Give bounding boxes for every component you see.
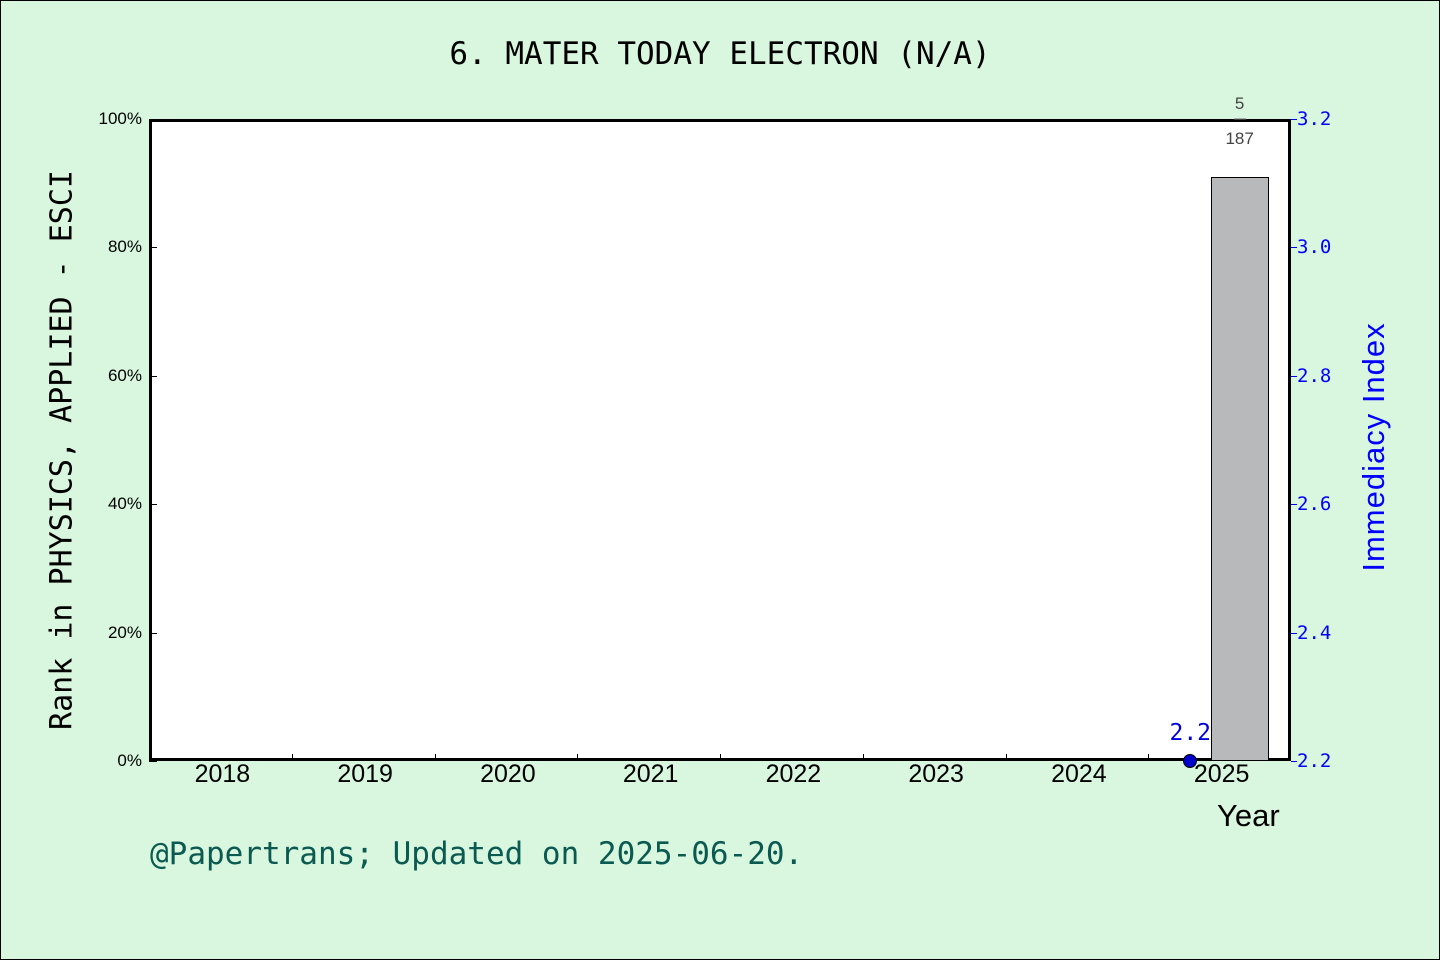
right-y-tick-mark [1291,119,1297,120]
rank-annotation: 5 --- 187 [1225,94,1254,148]
left-y-tick-label: 100% [98,109,142,128]
footer-credit: @Papertrans; Updated on 2025-06-20. [150,836,804,872]
rank-bar [1210,176,1269,761]
left-y-tick-label: 60% [107,365,142,385]
right-y-tick-mark [1291,247,1297,249]
left-y-tick-mark [149,375,157,377]
x-tick-label: 2021 [622,760,679,788]
chart-title: 6. MATER TODAY ELECTRON (N/A) [449,36,991,72]
left-y-tick-label: 0% [117,751,142,770]
right-y-tick-mark [1291,761,1297,762]
x-tick-mark [720,754,721,761]
left-y-tick-label: 40% [107,494,142,514]
x-tick-mark [1005,754,1007,761]
immediacy-point [1183,754,1198,768]
x-tick-mark [1148,754,1150,761]
x-tick-label: 2018 [194,760,251,788]
left-y-tick-mark [149,632,157,634]
left-y-tick-mark [149,761,157,762]
x-tick-label: 2019 [337,760,393,788]
x-tick-label: 2020 [480,760,536,788]
right-y-tick-mark [1291,375,1297,377]
left-y-tick-label: 20% [107,622,142,642]
right-axis-label: Immediacy Index [1356,322,1391,572]
x-axis-label: Year [1217,798,1280,833]
right-y-tick-label: 2.6 [1297,493,1332,516]
left-y-tick-mark [149,504,157,506]
left-axis-label: Rank in PHYSICS, APPLIED - ESCI [44,170,80,730]
x-tick-label: 2023 [908,760,964,788]
x-tick-mark [577,754,579,761]
right-y-tick-mark [1291,504,1297,506]
x-tick-label: 2024 [1051,760,1107,788]
right-y-tick-label: 2.8 [1297,364,1332,387]
x-tick-label: 2022 [765,760,822,788]
right-y-tick-label: 2.4 [1297,621,1332,644]
x-tick-label: 2025 [1193,760,1250,788]
left-y-tick-label: 80% [107,237,142,257]
immediacy-value-label: 2.2 [1169,720,1212,746]
right-y-tick-label: 3.0 [1297,236,1332,259]
x-tick-mark [434,754,436,761]
plot-area [149,119,1291,761]
left-y-tick-mark [149,247,157,249]
right-y-tick-label: 2.2 [1297,750,1332,772]
x-tick-mark [291,754,293,761]
right-y-tick-label: 3.2 [1297,108,1332,130]
x-tick-mark [862,754,864,761]
right-y-tick-mark [1291,632,1297,634]
left-y-tick-mark [149,119,157,120]
